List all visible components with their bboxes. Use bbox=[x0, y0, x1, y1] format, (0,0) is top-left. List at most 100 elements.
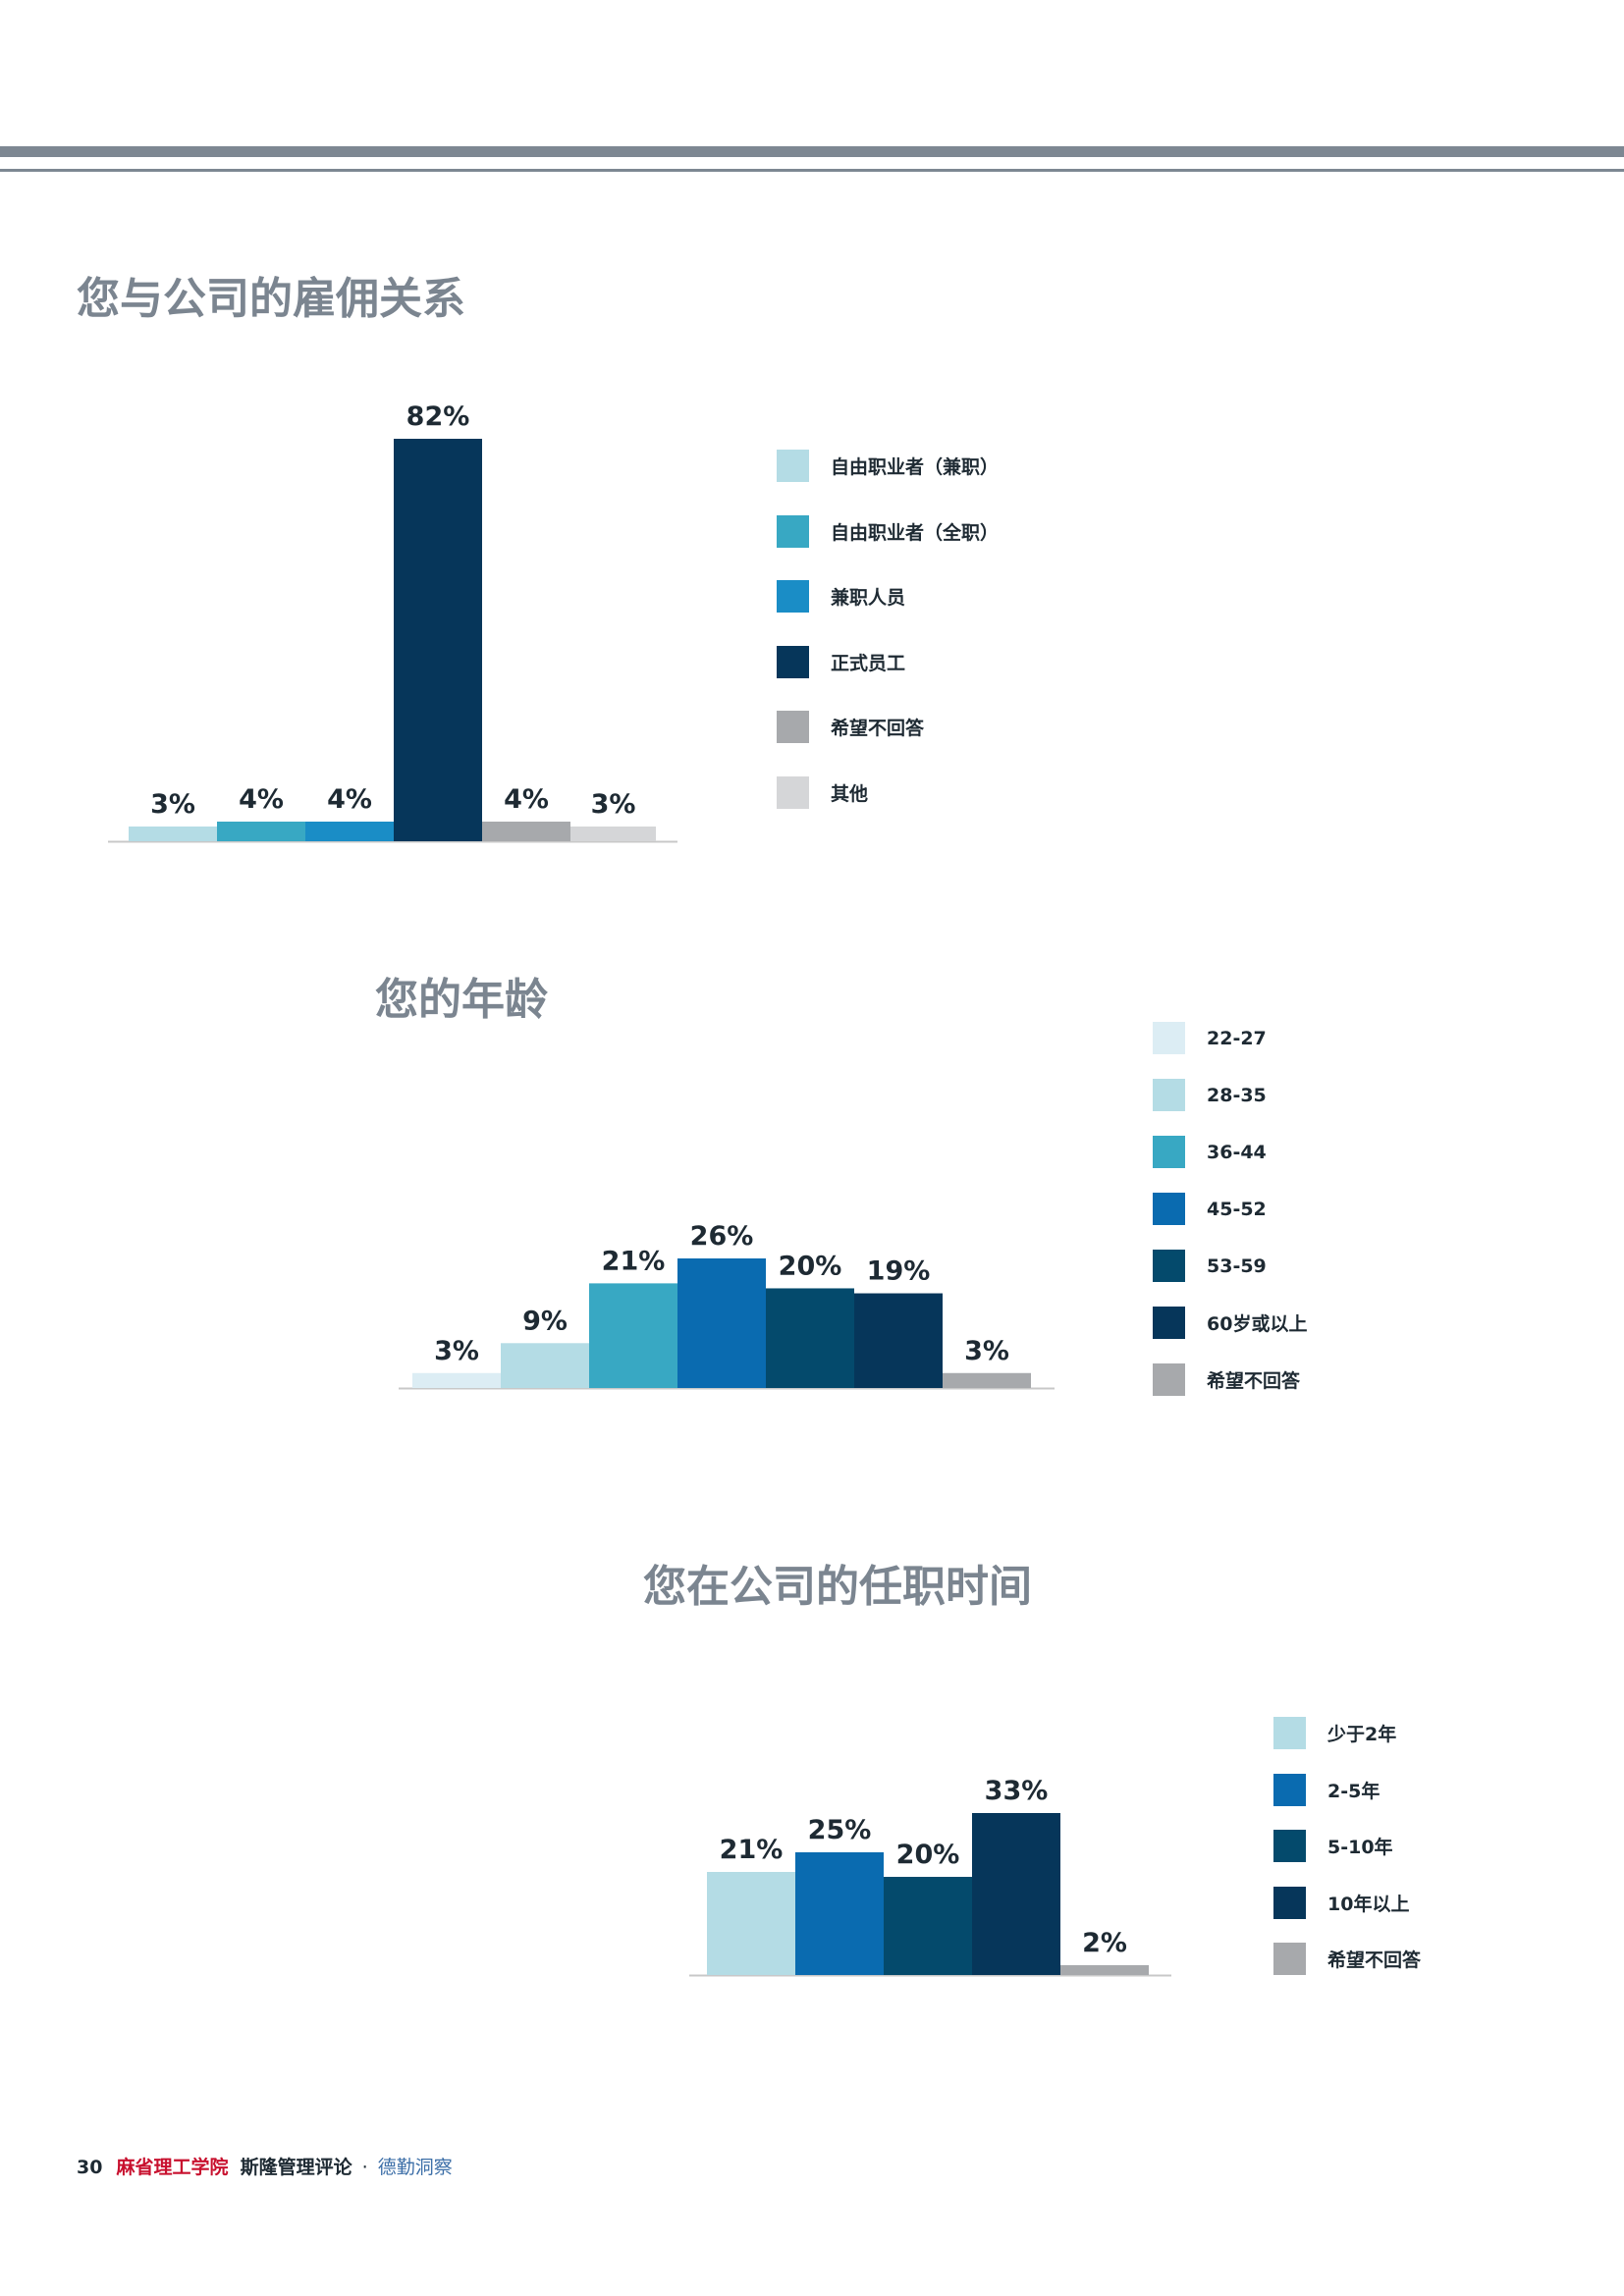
legend-label: 希望不回答 bbox=[1327, 1949, 1422, 1971]
legend-swatch bbox=[1153, 1307, 1185, 1339]
legend-item-employment-2: 兼职人员 bbox=[777, 580, 905, 613]
legend-label: 希望不回答 bbox=[831, 718, 925, 739]
legend-label: 36-44 bbox=[1207, 1141, 1267, 1163]
data-label-tenure-1: 25% bbox=[808, 1815, 872, 1845]
legend-item-tenure-3: 10年以上 bbox=[1273, 1886, 1410, 1919]
legend-swatch bbox=[1273, 1717, 1306, 1749]
bar-employment-3 bbox=[394, 439, 482, 841]
legend-label: 60岁或以上 bbox=[1207, 1313, 1308, 1335]
legend-swatch bbox=[777, 580, 809, 613]
bar-age-4 bbox=[766, 1288, 854, 1388]
data-label-age-0: 3% bbox=[434, 1336, 479, 1366]
header-rule-thick bbox=[0, 146, 1624, 157]
footer-mit: 麻省理工学院 bbox=[116, 2157, 229, 2178]
data-label-age-6: 3% bbox=[964, 1336, 1009, 1366]
data-label-tenure-0: 21% bbox=[720, 1835, 784, 1865]
bar-tenure-1 bbox=[795, 1852, 884, 1975]
data-label-employment-2: 4% bbox=[327, 784, 372, 815]
legend-item-age-4: 53-59 bbox=[1153, 1250, 1267, 1282]
legend-swatch bbox=[777, 775, 809, 809]
data-label-age-5: 19% bbox=[867, 1256, 931, 1287]
legend-swatch bbox=[1273, 1886, 1306, 1919]
chart-title-age: 您的年龄 bbox=[375, 975, 548, 1025]
data-label-age-3: 26% bbox=[690, 1221, 754, 1252]
legend-label: 自由职业者（全职） bbox=[831, 521, 1000, 544]
bar-employment-5 bbox=[570, 827, 656, 841]
legend-label: 其他 bbox=[831, 782, 869, 805]
bar-age-2 bbox=[589, 1283, 677, 1388]
legend-label: 53-59 bbox=[1207, 1255, 1267, 1277]
data-label-tenure-3: 33% bbox=[985, 1776, 1049, 1806]
legend-item-tenure-0: 少于2年 bbox=[1273, 1717, 1396, 1749]
data-label-employment-5: 3% bbox=[591, 789, 636, 820]
bar-age-1 bbox=[501, 1343, 589, 1388]
bar-age-5 bbox=[854, 1293, 943, 1388]
legend-swatch bbox=[777, 514, 809, 548]
legend-label: 22-27 bbox=[1207, 1027, 1267, 1049]
footer-deloitte: 德勤洞察 bbox=[377, 2157, 453, 2178]
legend-label: 自由职业者（兼职） bbox=[831, 456, 1000, 478]
page-number: 30 bbox=[77, 2157, 103, 2178]
legend-swatch bbox=[1153, 1136, 1185, 1168]
bar-employment-1 bbox=[217, 822, 305, 841]
footer: 30 麻省理工学院 斯隆管理评论 · 德勤洞察 bbox=[77, 2153, 453, 2179]
legend-item-age-6: 希望不回答 bbox=[1153, 1363, 1300, 1396]
footer-smr: 斯隆管理评论 bbox=[240, 2157, 352, 2178]
legend-item-employment-3: 正式员工 bbox=[777, 645, 906, 678]
legend-swatch bbox=[1153, 1250, 1185, 1282]
legend-item-tenure-2: 5-10年 bbox=[1273, 1830, 1393, 1862]
bar-chart-employment: 3% 4% 4% 82% 4% 3% bbox=[108, 401, 677, 843]
legend-item-age-5: 60岁或以上 bbox=[1153, 1307, 1307, 1339]
legend-item-employment-0: 自由职业者（兼职） bbox=[777, 450, 999, 482]
bar-employment-2 bbox=[305, 822, 394, 841]
header-rule-thin bbox=[0, 169, 1624, 172]
bar-chart-tenure: 21% 25% 20% 33% 2% bbox=[689, 1776, 1171, 1977]
legend-swatch bbox=[1273, 1773, 1306, 1806]
legend-item-tenure-1: 2-5年 bbox=[1273, 1773, 1380, 1806]
bar-chart-age: 3% 9% 21% 26% 20% 19% 3% bbox=[399, 1221, 1055, 1390]
chart-title-employment: 您与公司的雇佣关系 bbox=[77, 274, 465, 324]
legend-item-age-2: 36-44 bbox=[1153, 1136, 1267, 1168]
legend-label: 28-35 bbox=[1207, 1084, 1267, 1106]
legend-label: 希望不回答 bbox=[1207, 1370, 1301, 1392]
legend-swatch bbox=[777, 711, 809, 743]
data-label-employment-0: 3% bbox=[150, 789, 195, 820]
data-label-employment-3: 82% bbox=[406, 401, 470, 432]
data-label-tenure-2: 20% bbox=[896, 1840, 960, 1870]
bar-age-3 bbox=[677, 1258, 766, 1388]
legend-label: 2-5年 bbox=[1327, 1780, 1380, 1802]
footer-separator: · bbox=[361, 2157, 368, 2178]
legend-swatch bbox=[777, 645, 809, 678]
bar-age-6 bbox=[943, 1372, 1031, 1388]
legend-label: 5-10年 bbox=[1327, 1837, 1393, 1858]
data-label-tenure-4: 2% bbox=[1082, 1928, 1127, 1958]
bar-tenure-0 bbox=[707, 1872, 795, 1975]
data-label-age-2: 21% bbox=[602, 1246, 666, 1276]
legend-swatch bbox=[1153, 1022, 1185, 1054]
bar-employment-0 bbox=[129, 827, 217, 841]
data-label-employment-4: 4% bbox=[504, 784, 549, 815]
bar-employment-4 bbox=[482, 822, 570, 841]
legend-item-employment-1: 自由职业者（全职） bbox=[777, 514, 1000, 548]
legend-item-employment-5: 其他 bbox=[777, 775, 869, 809]
data-label-employment-1: 4% bbox=[239, 784, 284, 815]
legend-swatch bbox=[1153, 1363, 1185, 1396]
legend-label: 10年以上 bbox=[1327, 1893, 1410, 1915]
legend-label: 正式员工 bbox=[831, 652, 906, 674]
legend-swatch bbox=[777, 450, 809, 482]
chart-title-tenure: 您在公司的任职时间 bbox=[643, 1562, 1032, 1612]
legend-swatch bbox=[1273, 1943, 1306, 1975]
bar-tenure-3 bbox=[972, 1813, 1060, 1975]
bar-age-0 bbox=[412, 1372, 501, 1388]
legend-item-age-3: 45-52 bbox=[1153, 1193, 1267, 1225]
legend-label: 少于2年 bbox=[1327, 1724, 1397, 1745]
legend-item-age-1: 28-35 bbox=[1153, 1079, 1267, 1111]
legend-swatch bbox=[1273, 1830, 1306, 1862]
legend-label: 45-52 bbox=[1207, 1198, 1267, 1220]
legend-swatch bbox=[1153, 1193, 1185, 1225]
bar-tenure-4 bbox=[1060, 1965, 1149, 1975]
legend-item-tenure-4: 希望不回答 bbox=[1273, 1943, 1421, 1975]
legend-item-age-0: 22-27 bbox=[1153, 1022, 1267, 1054]
bar-tenure-2 bbox=[884, 1877, 972, 1975]
